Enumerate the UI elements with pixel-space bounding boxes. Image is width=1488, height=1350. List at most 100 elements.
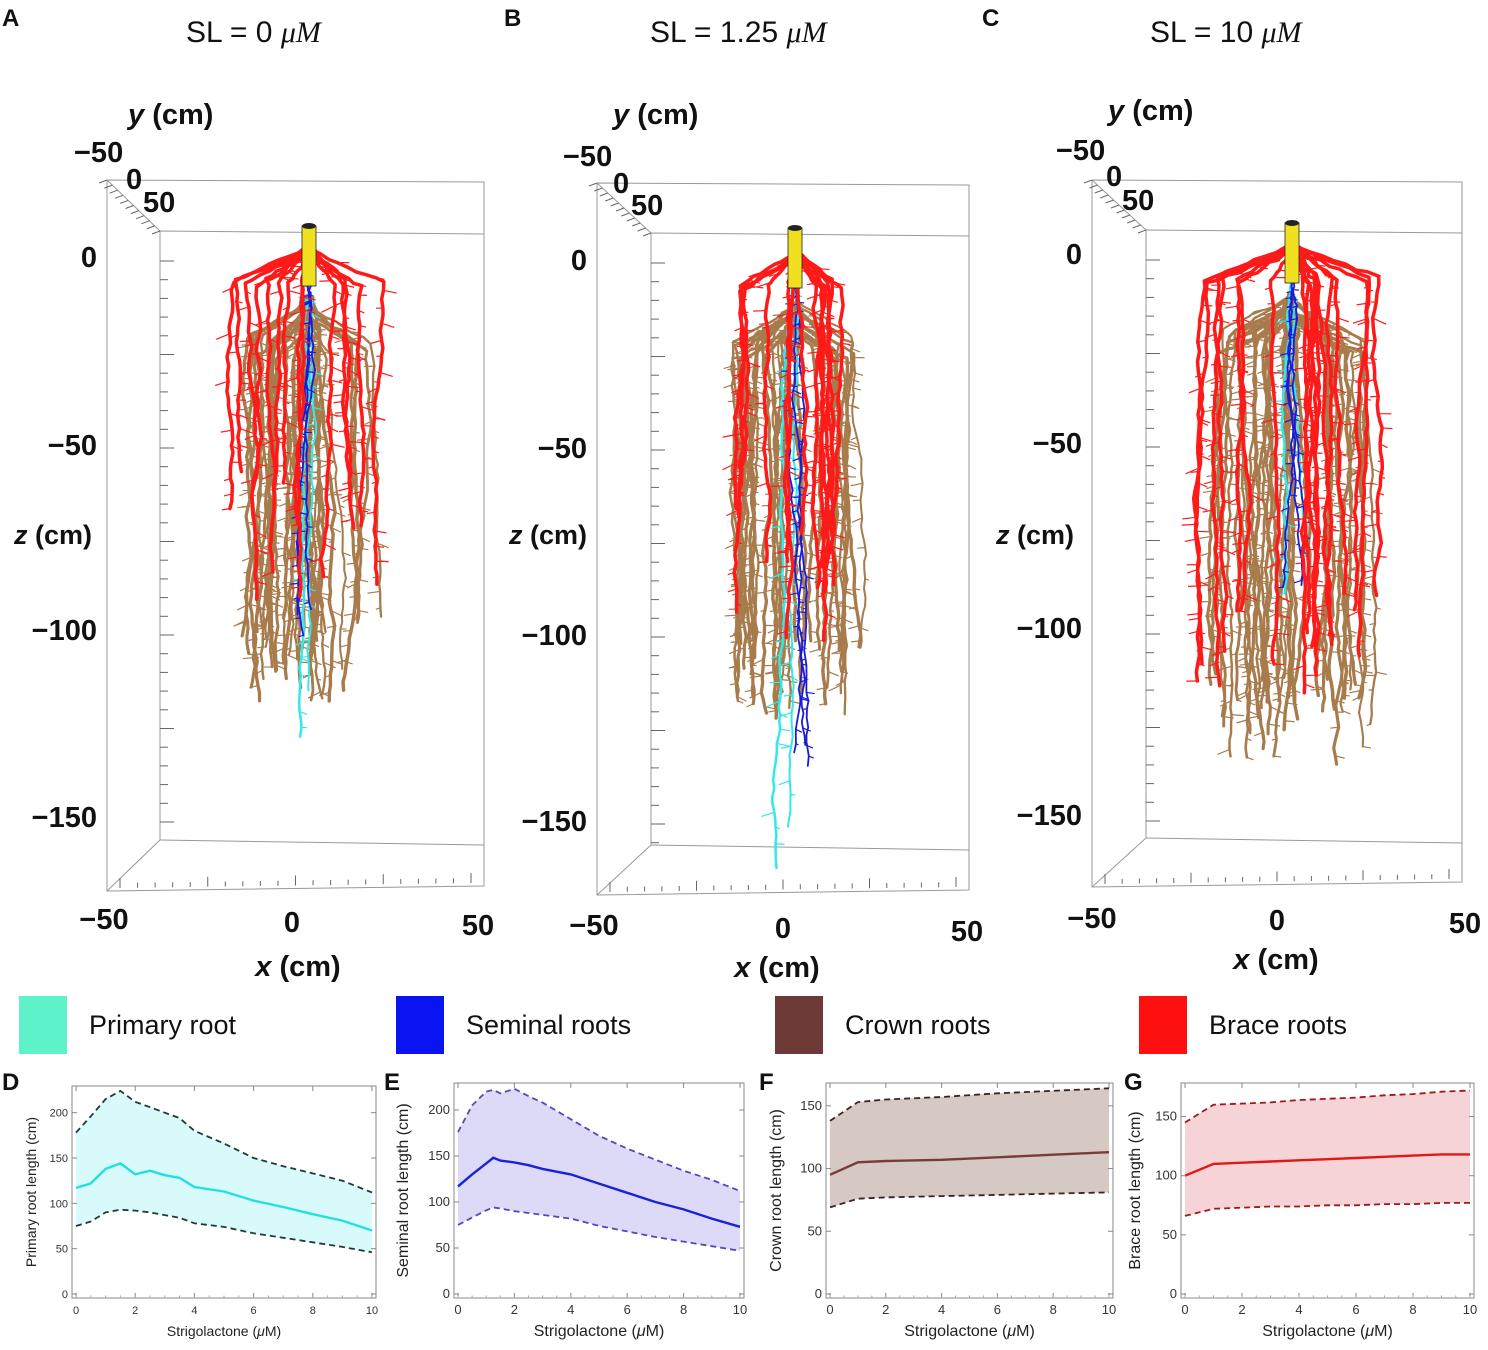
crown-root-lateral — [241, 556, 252, 562]
crown-root-lateral — [1246, 576, 1257, 579]
brace-root-lateral — [756, 281, 772, 288]
brace-root-lateral — [820, 591, 826, 595]
crown-root-lateral — [316, 367, 327, 371]
crown-root-lateral — [850, 348, 861, 353]
brace-root-lateral — [337, 277, 350, 282]
crown-root-lateral — [320, 507, 328, 511]
brace-root — [264, 244, 312, 490]
box-edge — [1091, 837, 1147, 888]
brace-root-lateral — [1313, 272, 1319, 276]
crown-root-lateral — [315, 345, 320, 348]
brace-root-lateral — [255, 581, 268, 586]
brace-root — [309, 248, 352, 497]
crown-root — [1259, 293, 1293, 681]
seminal-root-lateral — [799, 679, 806, 683]
x-axis-label: x (cm) — [1231, 944, 1318, 976]
crown-root-lateral — [1348, 410, 1356, 413]
brace-root-lateral — [1353, 566, 1358, 569]
brace-root-lateral — [1249, 493, 1264, 502]
brace-root-lateral — [777, 548, 792, 553]
crown-root-lateral — [1335, 755, 1345, 759]
brace-root-lateral — [1270, 435, 1277, 438]
crown-root-lateral — [286, 537, 295, 542]
legend-swatch — [19, 996, 67, 1054]
brace-root-lateral — [1214, 598, 1229, 604]
brace-root-lateral — [1188, 387, 1201, 394]
crown-root-lateral — [363, 507, 371, 511]
y-tick-label: 0 — [62, 1289, 68, 1301]
brace-root-lateral — [330, 353, 340, 357]
crown-root-lateral — [753, 519, 766, 522]
brace-root-lateral — [1339, 497, 1348, 503]
crown-root-lateral — [1263, 592, 1269, 595]
y-tick-mark — [120, 199, 129, 204]
crown-root-lateral — [852, 499, 861, 502]
crown-root-lateral — [723, 364, 735, 370]
panel-letter-a: A — [2, 5, 20, 32]
x-tick-label: 8 — [310, 1305, 316, 1317]
seminal-root-lateral — [1289, 494, 1298, 497]
z-axis-label-var: z — [995, 520, 1010, 550]
crown-root-lateral — [809, 648, 820, 653]
brace-root-lateral — [1308, 298, 1316, 302]
crown-root-lateral — [803, 337, 814, 341]
brace-root-lateral — [346, 340, 360, 346]
y-axis-label: y (cm) — [126, 99, 213, 131]
crown-root-lateral — [1244, 596, 1258, 604]
crown-root-lateral — [760, 348, 767, 351]
crown-root-lateral — [1376, 607, 1381, 610]
brace-root-lateral — [1274, 402, 1287, 407]
crown-root-lateral — [1252, 441, 1257, 443]
seminal-root-lateral — [306, 464, 313, 468]
crown-root-lateral — [819, 703, 826, 706]
y-tick-mark — [610, 202, 619, 207]
brace-root-lateral — [1357, 346, 1366, 350]
seminal-root-lateral — [1293, 432, 1301, 437]
crown-root-lateral — [1341, 406, 1349, 411]
brace-root-lateral — [1223, 632, 1231, 637]
lower-bound-line — [457, 1206, 741, 1252]
crown-root-lateral — [1226, 433, 1236, 437]
crown-root-lateral — [1264, 367, 1270, 371]
crown-root-lateral — [1364, 548, 1372, 552]
crown-root-lateral — [851, 517, 863, 523]
crown-root-lateral — [1272, 355, 1283, 360]
seminal-root-lateral — [1283, 570, 1290, 573]
x-axis-label-text: Strigolactone ( — [904, 1323, 1008, 1340]
primary-root-lateral — [308, 588, 317, 592]
x-tick-label: 2 — [511, 1302, 518, 1317]
brace-root-lateral — [1228, 516, 1241, 522]
seminal-root-lateral — [303, 322, 311, 325]
primary-root-lateral — [775, 826, 781, 830]
crown-root-lateral — [1355, 683, 1363, 688]
brace-root-lateral — [1334, 387, 1346, 394]
crown-root-lateral — [765, 638, 776, 645]
primary-root-lateral — [781, 386, 787, 390]
brace-root-lateral — [1308, 351, 1322, 354]
crown-root-lateral — [816, 686, 828, 691]
crown-root-lateral — [752, 664, 757, 667]
brace-root-lateral — [1276, 498, 1282, 501]
brace-root-lateral — [1222, 470, 1235, 474]
seminal-root-lateral — [800, 586, 806, 589]
crown-root-lateral — [754, 591, 765, 595]
crown-root-lateral — [1245, 661, 1257, 668]
brace-root-lateral — [331, 443, 345, 448]
y-tick-mark — [1110, 204, 1120, 209]
crown-root-lateral — [1316, 685, 1323, 689]
brace-root-lateral — [816, 548, 827, 554]
brace-root-lateral — [828, 423, 838, 427]
brace-root-lateral — [741, 327, 747, 331]
brace-root-lateral — [235, 306, 250, 312]
seminal-root-lateral — [1292, 368, 1297, 371]
brace-root-lateral — [1197, 662, 1205, 667]
crown-root-lateral — [1349, 629, 1358, 634]
y-tick-label: 100 — [50, 1198, 68, 1210]
y-tick-label: 50 — [1122, 185, 1154, 217]
crown-root-lateral — [1345, 378, 1358, 382]
y-tick-label: 0 — [1106, 161, 1122, 193]
brace-root-lateral — [1356, 583, 1371, 588]
brace-root — [281, 248, 313, 485]
legend-item-seminal: Seminal roots — [396, 995, 631, 1055]
